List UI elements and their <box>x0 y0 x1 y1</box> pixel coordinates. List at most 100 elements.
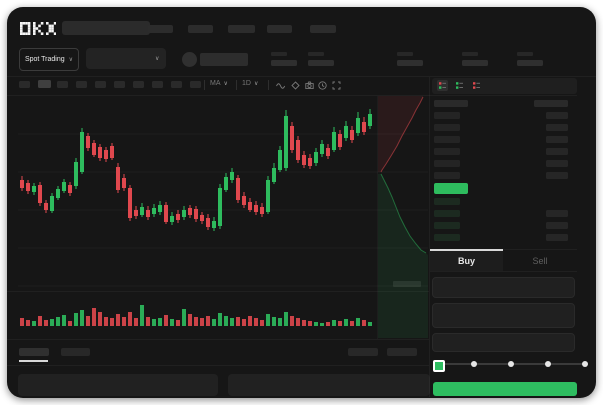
candle-body <box>362 122 366 132</box>
toolbar-divider <box>236 80 237 90</box>
volume-bar <box>152 319 156 326</box>
volume-bar <box>332 320 336 326</box>
camera-icon[interactable] <box>305 81 314 90</box>
candle-body <box>290 126 294 150</box>
timeframe-button[interactable] <box>19 81 30 88</box>
slider-stop-dot[interactable] <box>471 361 477 367</box>
candle-body <box>62 182 66 191</box>
active-tab-indicator <box>430 249 503 251</box>
timeframe-button[interactable] <box>133 81 144 88</box>
bid-row-price[interactable] <box>434 210 460 217</box>
candle-body <box>134 210 138 216</box>
volume-bar <box>140 305 144 326</box>
candle-body <box>296 140 300 160</box>
volume-bar <box>62 315 66 326</box>
okx-logo <box>20 22 56 35</box>
stat-value-placeholder <box>271 60 297 66</box>
last-price-highlight[interactable] <box>434 183 468 194</box>
candle-body <box>302 155 306 165</box>
ask-row-price[interactable] <box>434 136 460 143</box>
slider-stop-dot[interactable] <box>582 361 588 367</box>
volume-bar <box>146 317 150 326</box>
total-input[interactable] <box>432 333 575 352</box>
wave-icon[interactable] <box>276 81 286 90</box>
volume-bar <box>260 320 264 326</box>
bid-row-price[interactable] <box>434 234 460 241</box>
volume-bar <box>230 318 234 326</box>
volume-bar <box>296 318 300 326</box>
orderbook-toolbar-strip <box>432 78 577 94</box>
ask-row-price[interactable] <box>434 124 460 131</box>
candle-body <box>122 178 126 188</box>
nav-item[interactable] <box>267 25 292 33</box>
bid-row-price[interactable] <box>434 222 460 229</box>
timeframe-button[interactable] <box>57 81 68 88</box>
candle-body <box>308 158 312 166</box>
pair-dropdown[interactable] <box>86 48 166 69</box>
candle-body <box>278 150 282 170</box>
timeframe-button[interactable] <box>152 81 163 88</box>
slider-handle[interactable] <box>433 360 445 372</box>
nav-item[interactable] <box>148 25 173 33</box>
ask-row-price[interactable] <box>434 148 460 155</box>
volume-bar <box>242 319 246 326</box>
search-input[interactable] <box>62 21 150 35</box>
fullscreen-icon[interactable] <box>332 81 341 90</box>
ask-row-size <box>546 112 568 119</box>
stat-value-placeholder <box>517 60 543 66</box>
market-type-selector[interactable]: Spot Trading ∨ <box>19 48 79 71</box>
ask-row-price[interactable] <box>434 112 460 119</box>
diamond-icon[interactable] <box>291 81 300 90</box>
volume-bar <box>308 321 312 326</box>
candle-body <box>74 162 78 186</box>
nav-item[interactable] <box>310 25 336 33</box>
amount-input[interactable] <box>432 303 575 328</box>
depth-bids-area <box>378 174 428 338</box>
slider-stop-dot[interactable] <box>545 361 551 367</box>
candle-body <box>242 196 246 205</box>
timeframe-button[interactable] <box>38 80 51 88</box>
buy-submit-button[interactable] <box>433 382 577 396</box>
volume-bar <box>74 313 78 326</box>
tab-sell[interactable]: Sell <box>532 256 548 266</box>
timeframe-button[interactable] <box>76 81 87 88</box>
slider-stop-dot[interactable] <box>508 361 514 367</box>
book-both-icon[interactable] <box>437 80 448 91</box>
history-panel-placeholder <box>228 374 430 396</box>
volume-bar <box>290 316 294 326</box>
book-asks-icon[interactable] <box>471 80 482 91</box>
nav-item[interactable] <box>188 25 213 33</box>
candle-body <box>86 136 90 148</box>
volume-bar <box>218 313 222 326</box>
volume-bar <box>110 318 114 326</box>
candle-body <box>32 186 36 192</box>
timeframe-button[interactable] <box>171 81 182 88</box>
bottom-right-control[interactable] <box>387 348 417 356</box>
volume-bar <box>170 319 174 326</box>
candle-body <box>170 216 174 222</box>
candle-body <box>188 208 192 215</box>
divider <box>7 339 429 340</box>
ask-row-price[interactable] <box>434 160 460 167</box>
timeframe-button[interactable] <box>190 81 201 88</box>
interval-dropdown[interactable]: 1D ∨ <box>242 80 258 87</box>
bottom-right-control[interactable] <box>348 348 378 356</box>
bottom-tab-active[interactable] <box>19 348 49 356</box>
book-bids-icon[interactable] <box>454 80 465 91</box>
ask-row-price[interactable] <box>434 172 460 179</box>
bid-row-price[interactable] <box>434 198 460 205</box>
tab-buy[interactable]: Buy <box>457 256 475 266</box>
price-input[interactable] <box>432 277 575 298</box>
app-window <box>7 7 596 398</box>
indicator-dropdown[interactable]: MA ∨ <box>210 80 228 87</box>
clock-icon[interactable] <box>318 81 327 90</box>
bottom-tab[interactable] <box>61 348 90 356</box>
ask-row-size <box>546 172 568 179</box>
timeframe-button[interactable] <box>95 81 106 88</box>
divider <box>7 95 577 96</box>
candle-body <box>80 132 84 172</box>
volume-bar <box>122 317 126 326</box>
bid-row-size <box>546 222 568 229</box>
timeframe-button[interactable] <box>114 81 125 88</box>
nav-item[interactable] <box>228 25 255 33</box>
